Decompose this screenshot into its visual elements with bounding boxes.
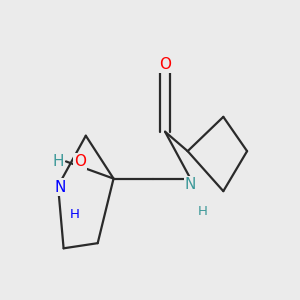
Text: O: O — [159, 57, 171, 72]
Text: H: H — [70, 208, 80, 221]
Text: O: O — [74, 154, 86, 169]
Text: N: N — [54, 180, 66, 195]
Text: H: H — [52, 154, 64, 169]
Text: H: H — [197, 205, 207, 218]
Text: N: N — [185, 177, 196, 192]
